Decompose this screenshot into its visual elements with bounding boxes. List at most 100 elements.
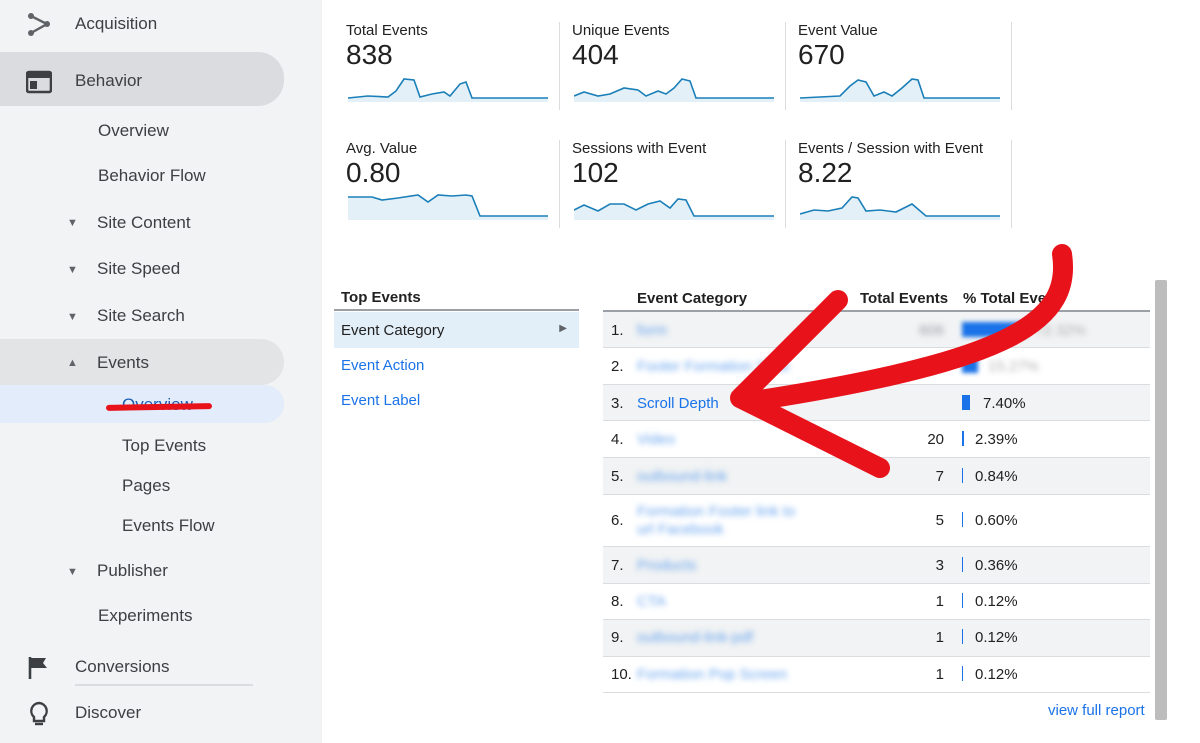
row-percent-bar <box>962 431 964 446</box>
row-index: 5. <box>611 468 624 485</box>
lightbulb-icon <box>30 701 48 726</box>
row-category-link[interactable]: CTA <box>637 593 666 610</box>
metric-value: 0.80 <box>346 157 401 188</box>
metric-value: 670 <box>798 39 845 70</box>
row-percent-bar <box>962 629 963 644</box>
metric-card-event-value[interactable]: Event Value 670 <box>798 22 1003 118</box>
sparkline <box>574 198 774 220</box>
row-percent-bar <box>962 557 963 572</box>
top-events-item-label: Event Action <box>341 356 425 374</box>
chevron-up-icon[interactable]: ▲ <box>67 357 78 369</box>
row-category-link[interactable]: Formation Footer link to url Facebook <box>637 503 796 538</box>
row-percent: 0.12% <box>975 629 1018 646</box>
row-category-link[interactable]: Products <box>637 557 697 574</box>
top-events-item-event-category[interactable]: Event Category ▶ <box>334 312 579 348</box>
table-row: 9. outbound-link-pdf 1 0.12% <box>603 620 1150 657</box>
divider <box>334 309 579 311</box>
nav-discover-label: Discover <box>75 703 142 722</box>
row-category-link[interactable]: outbound-link-pdf <box>637 629 753 646</box>
card-divider <box>785 22 786 110</box>
row-count: 1 <box>935 666 944 683</box>
row-index: 2. <box>611 358 624 375</box>
chevron-down-icon[interactable]: ▼ <box>67 264 78 276</box>
metric-value: 404 <box>572 39 619 70</box>
row-count: 5 <box>935 512 944 529</box>
top-events-item-label: Event Category <box>341 321 445 339</box>
view-full-report-link[interactable]: view full report <box>1048 702 1145 719</box>
nav-events-highlight <box>0 339 284 385</box>
column-header-percent-total-events[interactable]: % Total Eve <box>963 290 1047 307</box>
sparkline <box>574 78 774 102</box>
row-percent-bar <box>962 322 1027 337</box>
row-percent-bar <box>962 666 963 681</box>
metric-card-unique-events[interactable]: Unique Events 404 <box>572 22 777 118</box>
nav-behavior-label: Behavior <box>75 71 143 90</box>
table-row: 10. Formation Pop Screen 1 0.12% <box>603 657 1150 693</box>
chevron-down-icon[interactable]: ▼ <box>67 217 78 229</box>
table-row: 3. Scroll Depth 7.40% <box>603 385 1150 421</box>
row-percent-bar <box>962 468 963 483</box>
row-count: 7 <box>935 468 944 485</box>
row-percent: 0.60% <box>975 512 1018 529</box>
sidebar-item-behavior-flow[interactable]: Behavior Flow <box>98 166 206 185</box>
sparkline <box>800 78 1000 102</box>
row-count: 1 <box>935 593 944 610</box>
card-divider <box>1011 22 1012 110</box>
metric-label: Avg. Value <box>346 140 418 157</box>
row-percent-bar <box>962 395 970 410</box>
row-count: 3 <box>935 557 944 574</box>
sparkline <box>348 194 548 220</box>
row-category-link[interactable]: Formation Pop Screen <box>637 666 788 683</box>
row-percent: 2.39% <box>975 431 1018 448</box>
row-percent: 0.36% <box>975 557 1018 574</box>
metric-label: Unique Events <box>572 22 670 39</box>
row-index: 10. <box>611 666 632 683</box>
row-percent: 0.12% <box>975 666 1018 683</box>
sidebar-item-events-flow[interactable]: Events Flow <box>122 516 215 535</box>
behavior-icon <box>26 70 52 94</box>
metric-card-events-per-session[interactable]: Events / Session with Event 8.22 <box>798 140 1003 236</box>
column-header-event-category[interactable]: Event Category <box>637 290 748 307</box>
sidebar-item-site-speed[interactable]: Site Speed <box>97 259 181 278</box>
row-percent-bar <box>962 358 978 373</box>
row-category-link[interactable]: Scroll Depth <box>637 395 719 412</box>
metric-card-avg-value[interactable]: Avg. Value 0.80 <box>346 140 551 236</box>
sidebar-item-overview[interactable]: Overview <box>98 121 169 140</box>
divider <box>75 684 253 686</box>
row-percent: 15.27% <box>988 358 1039 375</box>
flag-icon <box>28 657 47 679</box>
row-index: 6. <box>611 512 624 529</box>
chevron-down-icon[interactable]: ▼ <box>67 566 78 578</box>
column-header-total-events[interactable]: Total Events <box>860 290 949 307</box>
acquisition-icon <box>28 13 50 36</box>
row-category-link[interactable]: Video <box>637 431 676 448</box>
top-events-item-event-action[interactable]: Event Action <box>334 347 579 383</box>
sidebar-item-pages[interactable]: Pages <box>122 476 171 495</box>
sidebar-item-site-content[interactable]: Site Content <box>97 213 191 232</box>
row-category-link[interactable]: outbound-link <box>637 468 728 485</box>
metric-label: Total Events <box>346 22 428 39</box>
top-events-item-label: Event Label <box>341 391 421 409</box>
row-category-link[interactable]: Footer Formation Slide <box>637 358 790 375</box>
sidebar-item-site-search[interactable]: Site Search <box>97 306 185 325</box>
sidebar-item-top-events[interactable]: Top Events <box>122 436 207 455</box>
table-row: 5. outbound-link 7 0.84% <box>603 458 1150 495</box>
metric-card-total-events[interactable]: Total Events 838 <box>346 22 551 118</box>
card-divider <box>1011 140 1012 228</box>
row-category-link[interactable]: form <box>637 322 667 339</box>
top-events-title: Top Events <box>341 289 421 306</box>
card-divider <box>785 140 786 228</box>
sidebar-item-publisher[interactable]: Publisher <box>97 561 168 580</box>
row-index: 7. <box>611 557 624 574</box>
table-row: 7. Products 3 0.36% <box>603 547 1150 584</box>
table-scrollbar[interactable] <box>1155 280 1167 720</box>
metric-card-sessions-with-event[interactable]: Sessions with Event 102 <box>572 140 777 236</box>
sidebar-item-events[interactable]: Events <box>97 353 149 372</box>
sidebar-item-experiments[interactable]: Experiments <box>98 606 193 625</box>
row-percent: 0.12% <box>975 593 1018 610</box>
table-row: 2. Footer Formation Slide 128 15.27% <box>603 348 1150 385</box>
top-events-item-event-label[interactable]: Event Label <box>334 382 579 418</box>
row-count: 128 <box>918 358 944 375</box>
metric-label: Sessions with Event <box>572 140 707 157</box>
chevron-down-icon[interactable]: ▼ <box>67 311 78 323</box>
